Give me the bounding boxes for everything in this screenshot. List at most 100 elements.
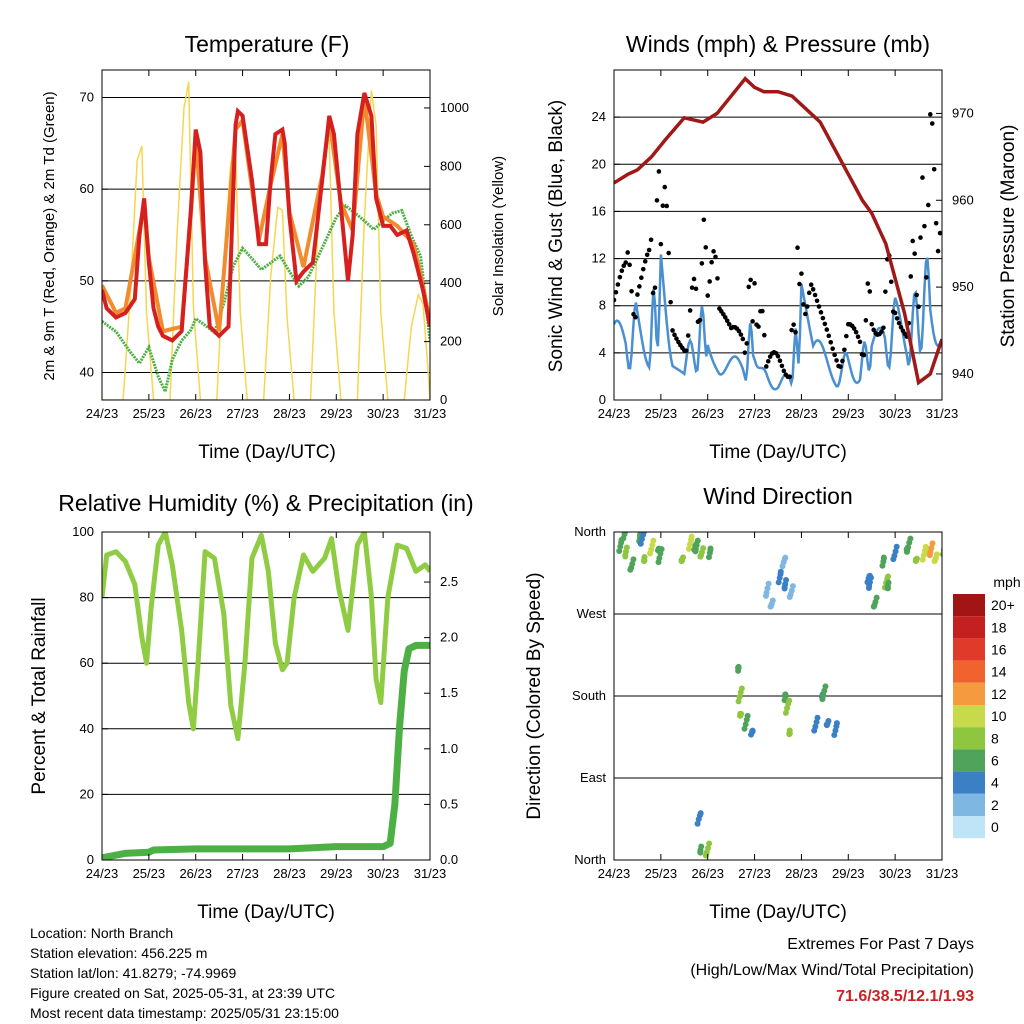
- gust-point: [762, 332, 767, 338]
- y-tick-label: 0: [599, 392, 606, 407]
- extremes-heading: Extremes For Past 7 Days: [787, 936, 974, 953]
- y-axis-label-left: Sonic Wind & Gust (Blue, Black): [546, 100, 567, 372]
- gust-point: [832, 352, 837, 358]
- x-tick-label: 30/23: [367, 866, 400, 881]
- x-tick-label: 24/23: [598, 866, 631, 881]
- series-sonic-wind: [614, 254, 942, 391]
- gust-point: [662, 184, 668, 190]
- direction-point: [941, 543, 942, 546]
- gust-point: [830, 346, 835, 352]
- y2-tick-label: 2.5: [440, 574, 458, 589]
- direction-point: [865, 585, 872, 592]
- colorbar-label: 12: [991, 686, 1007, 702]
- gust-point: [883, 289, 888, 294]
- y-tick-label: 0: [87, 852, 94, 867]
- gust-point: [746, 284, 752, 290]
- gust-point: [650, 290, 656, 296]
- direction-point: [694, 820, 701, 827]
- direction-point: [630, 556, 637, 563]
- x-tick-label: 27/23: [738, 866, 771, 881]
- y2-tick-label: 800: [440, 158, 462, 173]
- x-tick-label: 29/23: [832, 406, 865, 421]
- plot-frame: [101, 531, 431, 861]
- x-tick-label: 28/23: [785, 406, 818, 421]
- x-tick-label: 28/23: [273, 866, 306, 881]
- gust-point: [916, 304, 921, 310]
- colorbar-label: 6: [991, 753, 999, 769]
- gust-point: [748, 277, 753, 283]
- station-location: Location: North Branch: [30, 925, 174, 941]
- gust-point: [633, 314, 638, 320]
- colorbar-swatch: [953, 749, 985, 772]
- x-tick-label: 27/23: [226, 866, 259, 881]
- colorbar-swatch: [953, 660, 985, 683]
- colorbar-swatch: [953, 594, 985, 617]
- direction-point: [737, 689, 744, 696]
- y-tick-label: 12: [592, 251, 606, 266]
- humidity-precip-panel: Relative Humidity (%) & Precipitation (i…: [29, 490, 474, 923]
- colorbar-swatch: [953, 816, 985, 839]
- gust-point: [658, 241, 664, 247]
- gust-point: [844, 333, 849, 339]
- direction-point: [775, 579, 782, 586]
- x-tick-label: 31/23: [926, 866, 959, 881]
- gust-point: [929, 121, 935, 126]
- gust-point: [693, 286, 699, 292]
- gust-point: [806, 290, 812, 296]
- colorbar-swatch: [953, 638, 985, 661]
- colorbar-unit: mph: [993, 574, 1020, 590]
- x-tick-label: 25/23: [645, 866, 678, 881]
- x-tick-label: 24/23: [598, 406, 631, 421]
- gust-point: [705, 293, 711, 298]
- y-tick-label: North: [574, 852, 606, 867]
- x-tick-label: 30/23: [879, 406, 912, 421]
- gust-point: [672, 332, 677, 338]
- gust-point: [912, 251, 917, 256]
- colorbar-swatch: [953, 771, 985, 794]
- panel-title: Temperature (F): [185, 31, 350, 57]
- gust-point: [674, 336, 679, 341]
- gust-point: [924, 275, 929, 280]
- gust-point: [865, 281, 871, 286]
- gust-point: [804, 304, 810, 309]
- direction-point: [622, 553, 629, 560]
- gust-point: [826, 333, 832, 339]
- direction-point: [765, 580, 772, 587]
- gust-point: [639, 275, 644, 281]
- direction-point: [819, 696, 826, 703]
- direction-point: [638, 536, 645, 543]
- gust-point: [808, 282, 814, 287]
- direction-point: [738, 710, 745, 717]
- direction-point: [782, 709, 789, 716]
- x-tick-label: 30/23: [367, 406, 400, 421]
- y-tick-label: 8: [599, 298, 606, 313]
- direction-point: [892, 548, 899, 555]
- gust-point: [795, 245, 800, 250]
- colorbar-label: 4: [991, 775, 999, 791]
- temperature-panel: Temperature (F) Time (Day/UTC) 2m & 9m T…: [41, 31, 507, 463]
- direction-point: [641, 557, 648, 564]
- gust-point: [818, 310, 824, 315]
- gust-point: [879, 329, 884, 334]
- panel-title: Winds (mph) & Pressure (mb): [626, 31, 930, 57]
- gust-point: [863, 318, 869, 323]
- gust-point: [660, 203, 666, 208]
- y2-tick-label: 1.0: [440, 741, 458, 756]
- gust-point: [881, 325, 886, 331]
- gust-point: [644, 252, 650, 258]
- y2-tick-label: 0.0: [440, 852, 458, 867]
- gust-point: [926, 202, 931, 208]
- colorbar-label: 0: [991, 819, 999, 835]
- gust-point: [937, 230, 942, 236]
- gust-point: [687, 308, 693, 313]
- direction-point: [926, 552, 933, 559]
- x-axis-label: Time (Day/UTC): [197, 902, 335, 923]
- gust-point: [646, 247, 652, 253]
- direction-point: [821, 687, 828, 694]
- colorbar-label: 16: [991, 642, 1007, 658]
- direction-point: [831, 732, 838, 739]
- gust-point: [851, 326, 857, 331]
- y-tick-label: 60: [80, 181, 94, 196]
- direction-point: [929, 540, 936, 547]
